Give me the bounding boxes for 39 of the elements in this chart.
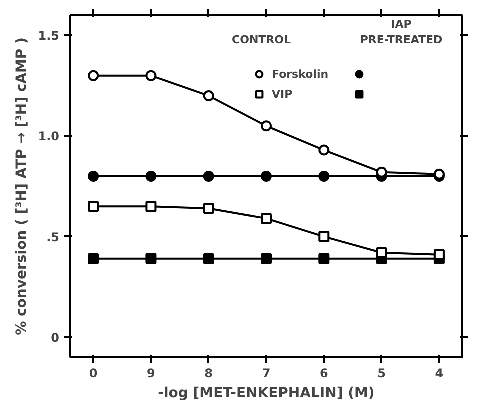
point [146, 170, 157, 182]
x-tick-label: 7 [262, 366, 271, 380]
point [88, 253, 100, 264]
point [146, 201, 157, 212]
y-tick-label: 1.0 [38, 130, 60, 144]
point [318, 144, 330, 156]
y-axis-title: % conversion ( [³H] ATP → [³H] cAMP ) [14, 38, 30, 336]
point [318, 170, 330, 182]
point [318, 253, 330, 264]
point [88, 70, 100, 82]
legend-label: VIP [272, 88, 293, 100]
point [88, 201, 100, 212]
y-tick-label: .5 [46, 230, 60, 244]
x-tick-label: 8 [204, 366, 214, 380]
point [434, 249, 445, 260]
point [88, 170, 100, 182]
point [261, 120, 272, 132]
point [203, 253, 214, 264]
annotation: CONTROL [232, 33, 291, 46]
x-tick-label: 4 [435, 366, 444, 380]
point [203, 203, 214, 214]
point [146, 253, 157, 264]
x-tick-label: 0 [89, 366, 98, 380]
x-tick-label: 5 [378, 366, 386, 380]
x-axis-title: -log [MET-ENKEPHALIN] (M) [158, 386, 375, 402]
point [318, 231, 330, 242]
point [261, 253, 272, 264]
x-tick-label: 6 [320, 366, 328, 380]
point [261, 213, 272, 224]
x-tick-label: 9 [147, 366, 156, 380]
point [376, 247, 388, 258]
y-tick-label: 0 [51, 330, 60, 345]
annotation: IAP PRE-TREATED [360, 18, 443, 46]
point [146, 70, 157, 82]
legend-label: Forskolin [272, 68, 329, 80]
y-tick-label: 1.5 [38, 29, 60, 44]
point [203, 90, 214, 102]
point [203, 170, 214, 182]
point [261, 170, 272, 182]
